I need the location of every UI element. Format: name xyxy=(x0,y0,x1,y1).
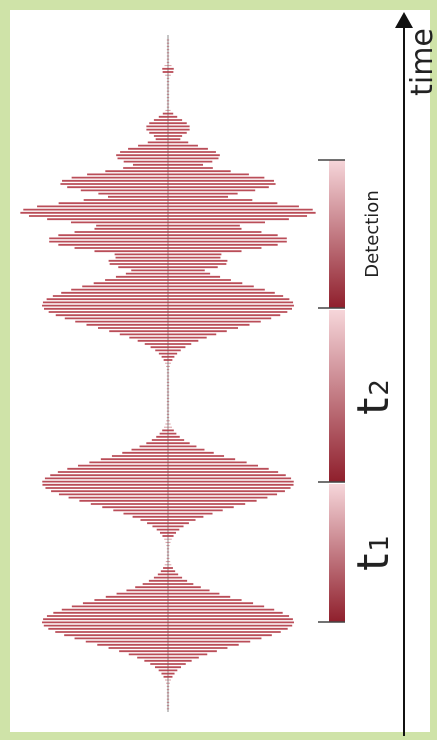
detection-label: Detection xyxy=(362,190,383,277)
t2-bracket xyxy=(318,310,345,483)
time-axis-arrow-icon xyxy=(395,12,413,28)
pulse-train xyxy=(20,39,316,710)
t2-label: t2 xyxy=(348,379,399,415)
t1-label: t1 xyxy=(348,535,399,571)
detection-bracket xyxy=(318,159,345,309)
time-axis-label: time xyxy=(405,28,437,96)
figure-panel xyxy=(10,10,430,732)
t1-bracket xyxy=(318,484,345,623)
